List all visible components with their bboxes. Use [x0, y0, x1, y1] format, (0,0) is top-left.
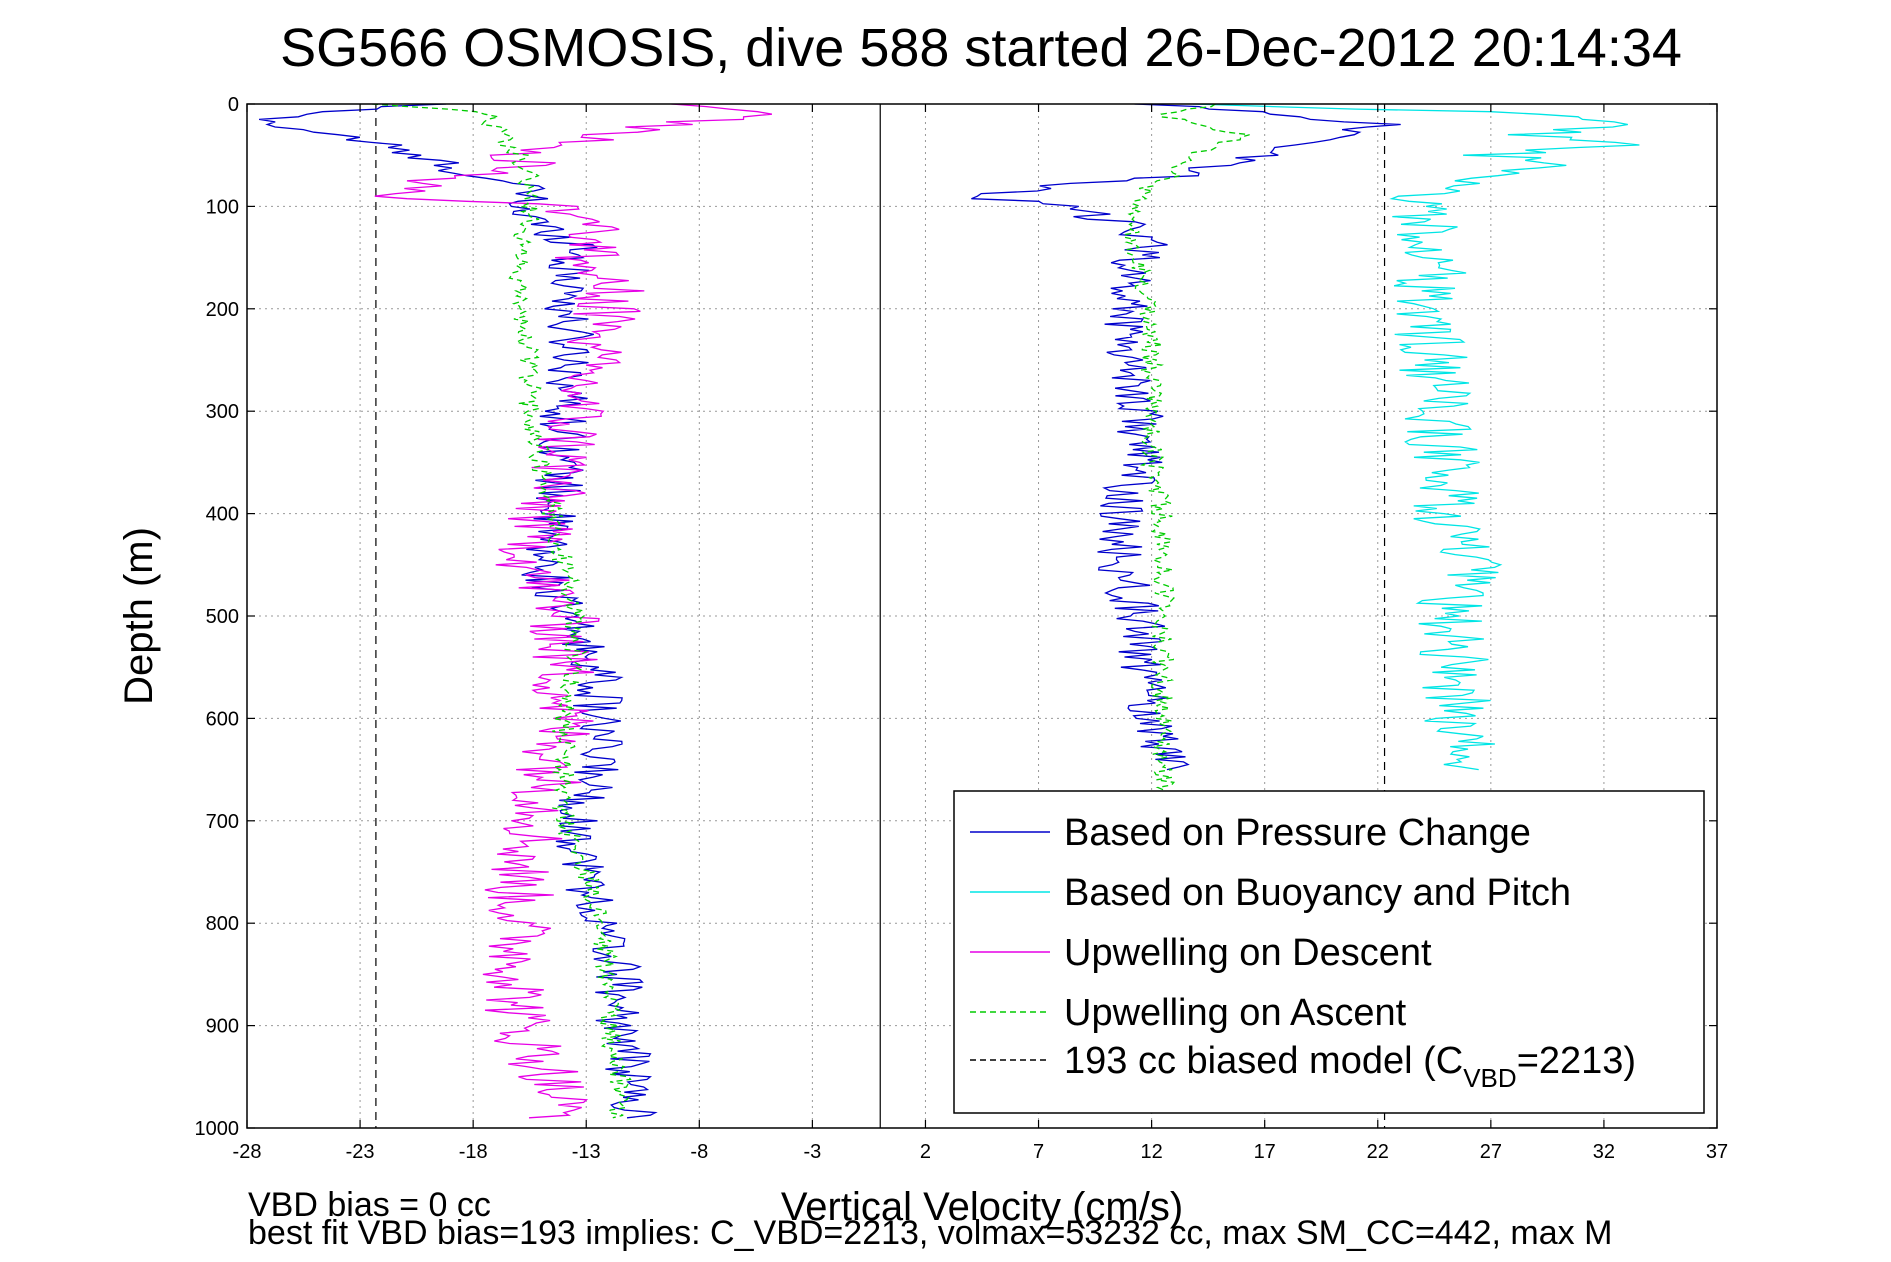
footer-vbd-bias: VBD bias = 0 cc — [248, 1186, 491, 1224]
legend-label: Upwelling on Descent — [1064, 932, 1432, 974]
legend-label-suffix: =2213) — [1517, 1040, 1636, 1082]
x-tick-label: -13 — [572, 1141, 601, 1163]
series-line-upwelling_ascent_right — [1123, 104, 1250, 822]
x-tick-label: 32 — [1593, 1141, 1615, 1163]
x-tick-label: 27 — [1480, 1141, 1502, 1163]
y-tick-label: 1000 — [195, 1118, 240, 1140]
y-axis-title: Depth (m) — [117, 527, 161, 705]
footer-best-fit: best fit VBD bias=193 implies: C_VBD=221… — [248, 1214, 1612, 1252]
legend-label: Based on Pressure Change — [1064, 812, 1531, 854]
x-tick-label: 2 — [920, 1141, 931, 1163]
x-tick-label: -3 — [803, 1141, 821, 1163]
y-tick-label: 400 — [206, 504, 239, 526]
chart-title: SG566 OSMOSIS, dive 588 started 26-Dec-2… — [280, 18, 1682, 78]
reference-lines — [375, 104, 1386, 1128]
series-line-upwelling_descent — [374, 104, 773, 1119]
y-tick-label: 100 — [206, 196, 239, 218]
x-axis-title: Vertical Velocity (cm/s) — [781, 1185, 1183, 1229]
x-tick-label: 12 — [1140, 1141, 1162, 1163]
x-tick-label: -8 — [690, 1141, 708, 1163]
x-axis-ticks: -28 -23 -18 -13 -8 -3 2 7 12 17 22 27 32 37 — [233, 104, 1728, 1163]
x-tick-label: 22 — [1367, 1141, 1389, 1163]
x-tick-label: -28 — [233, 1141, 262, 1163]
x-tick-label: 37 — [1706, 1141, 1728, 1163]
y-tick-label: 700 — [206, 811, 239, 833]
x-tick-label: -23 — [346, 1141, 375, 1163]
legend-label: Based on Buoyancy and Pitch — [1064, 872, 1571, 914]
y-tick-label: 600 — [206, 708, 239, 730]
y-tick-label: 0 — [228, 94, 239, 116]
legend-box — [953, 790, 1705, 1114]
y-tick-label: 900 — [206, 1016, 239, 1038]
legend: Based on Pressure Change Based on Buoyanc… — [953, 790, 1705, 1114]
series-line-buoyancy_ascent — [1193, 104, 1640, 771]
legend-label-subscript: VBD — [1463, 1063, 1516, 1093]
y-tick-label: 800 — [206, 913, 239, 935]
y-tick-label: 200 — [206, 299, 239, 321]
y-tick-label: 500 — [206, 606, 239, 628]
y-tick-label: 300 — [206, 401, 239, 423]
x-tick-label: 7 — [1033, 1141, 1044, 1163]
x-tick-label: 17 — [1254, 1141, 1276, 1163]
legend-label: Upwelling on Ascent — [1064, 992, 1407, 1034]
y-axis-ticks: 0 100 200 300 400 500 600 700 800 900 1000 — [195, 94, 1717, 1140]
x-tick-label: -18 — [459, 1141, 488, 1163]
series-group — [259, 104, 1640, 1119]
